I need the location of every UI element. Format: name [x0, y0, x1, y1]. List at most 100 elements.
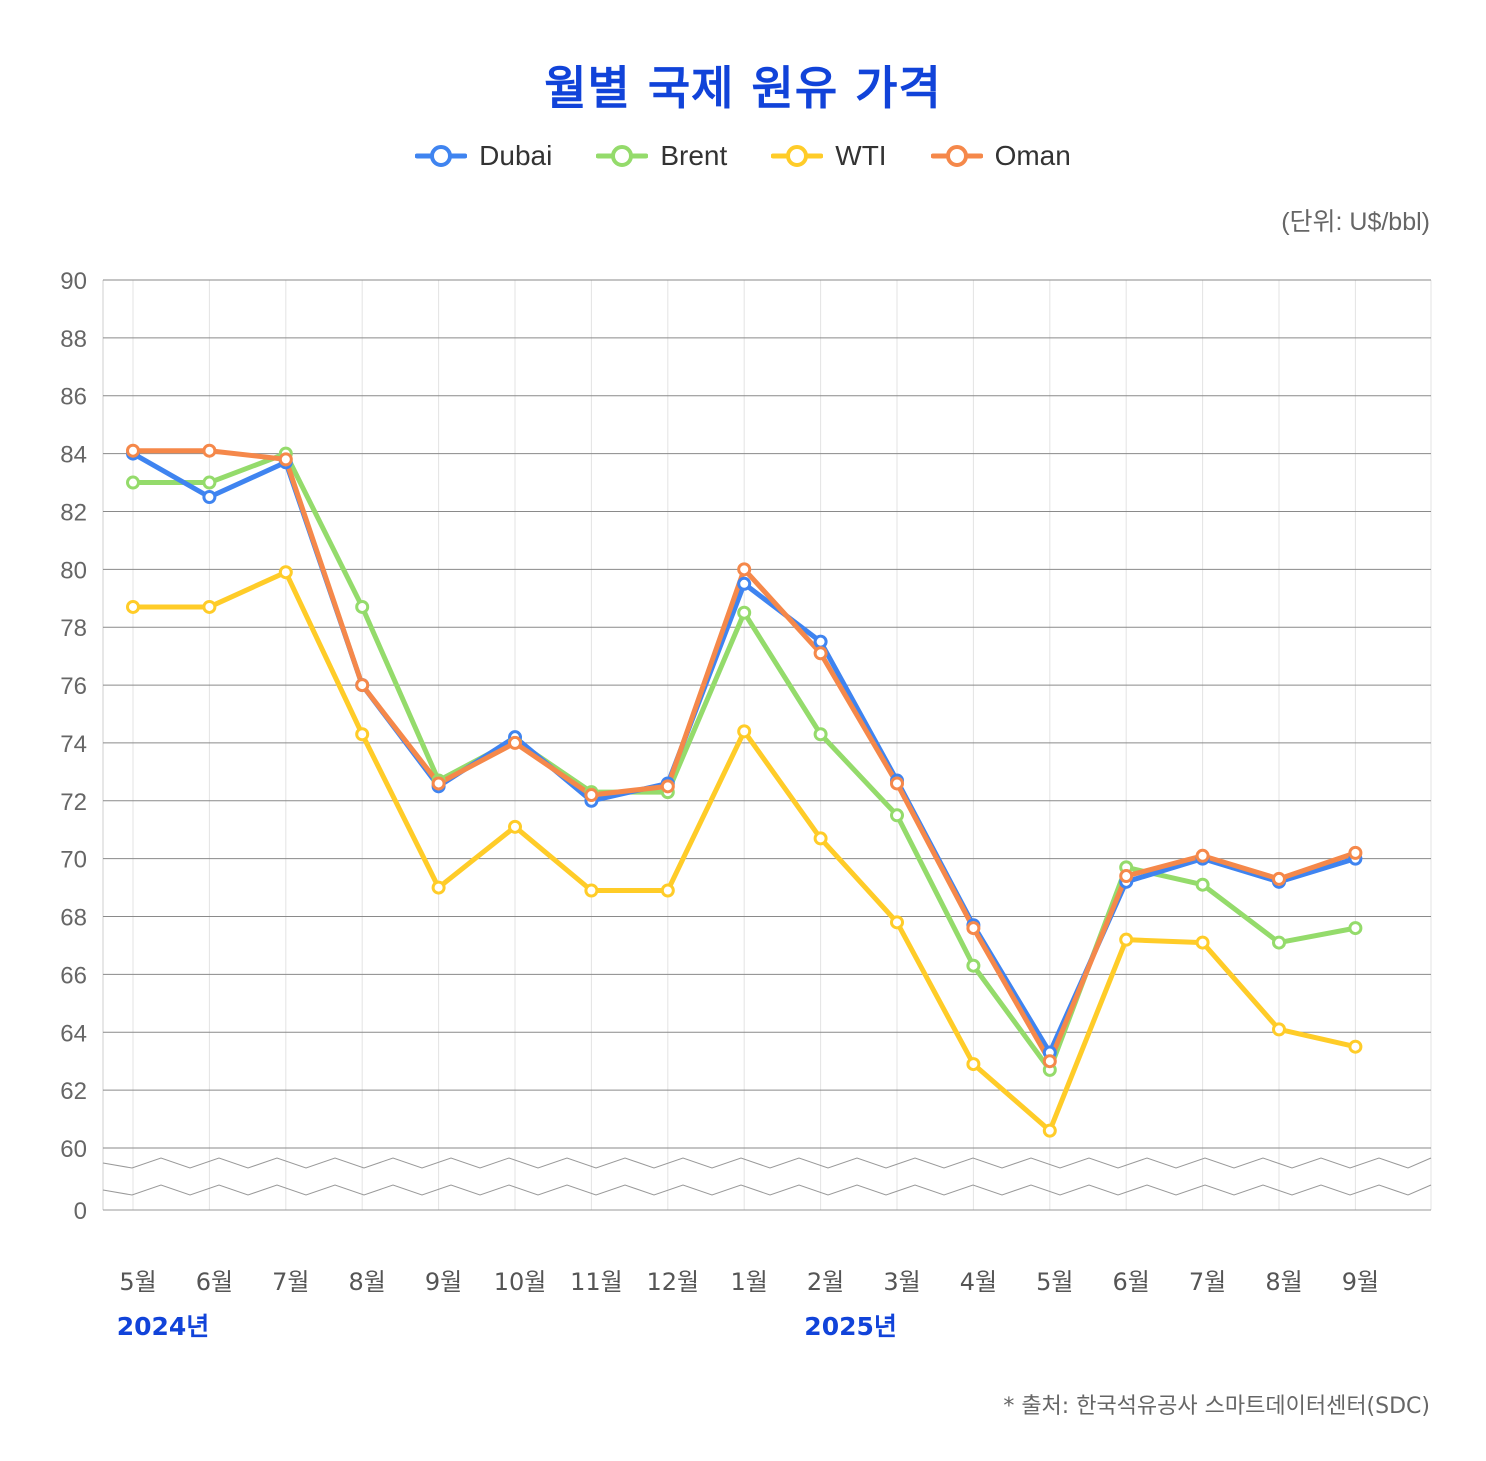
x-tick-label: 11월 — [570, 1268, 623, 1296]
unit-label: (단위: U$/bbl) — [1281, 208, 1430, 236]
axis-break-mark — [102, 1157, 1432, 1169]
data-point-oman — [1272, 871, 1286, 886]
chart-title: 월별 국제 원유 가격 — [544, 61, 942, 115]
x-tick-label: 7월 — [272, 1268, 309, 1296]
data-point-oman — [1119, 869, 1134, 884]
x-tick-label: 9월 — [1342, 1268, 1379, 1296]
x-tick-label: 10월 — [494, 1268, 547, 1296]
y-tick-label: 62 — [60, 1078, 87, 1105]
y-tick-label: 82 — [60, 499, 87, 526]
y-tick-label: 90 — [60, 268, 87, 295]
data-point-oman — [737, 562, 752, 577]
x-tick-label: 8월 — [1265, 1268, 1302, 1296]
legend-label-dubai: Dubai — [479, 140, 553, 171]
data-point-dubai — [813, 634, 828, 649]
data-point-brent — [737, 605, 752, 620]
x-tick-label: 9월 — [425, 1268, 462, 1296]
data-point-wti — [1119, 932, 1134, 947]
data-point-brent — [966, 958, 981, 973]
legend: Dubai Brent WTI Oman — [0, 140, 1486, 172]
data-point-oman — [1348, 845, 1363, 860]
data-point-wti — [1042, 1123, 1057, 1138]
data-point-wti — [202, 599, 217, 614]
data-point-wti — [431, 880, 446, 895]
data-point-wti — [1195, 935, 1210, 950]
legend-label-oman: Oman — [994, 140, 1071, 171]
data-point-oman — [966, 921, 981, 936]
data-point-oman — [660, 779, 675, 794]
data-point-brent — [1348, 921, 1363, 936]
data-point-brent — [1195, 877, 1210, 892]
data-point-wti — [508, 819, 522, 834]
data-point-wti — [126, 599, 140, 614]
data-point-oman — [1195, 848, 1210, 863]
data-point-wti — [660, 883, 675, 898]
data-point-wti — [584, 883, 599, 898]
y-tick-label: 68 — [60, 905, 87, 932]
data-point-wti — [1348, 1039, 1363, 1054]
axis-break-mark — [102, 1184, 1432, 1196]
legend-label-wti: WTI — [835, 140, 887, 171]
x-tick-label: 8월 — [349, 1268, 386, 1296]
data-point-dubai — [202, 490, 217, 504]
x-tick-label: 6월 — [1113, 1268, 1150, 1296]
data-point-brent — [126, 475, 140, 490]
legend-item-wti: WTI — [771, 140, 887, 172]
data-point-oman — [431, 776, 446, 791]
y-tick-label: 70 — [60, 847, 87, 874]
y-tick-label: 88 — [60, 326, 87, 353]
data-point-brent — [890, 808, 904, 823]
y-tick-label: 84 — [60, 442, 87, 469]
data-point-wti — [737, 724, 752, 739]
y-tick-label: 76 — [60, 673, 87, 700]
x-tick-label: 1월 — [731, 1268, 768, 1296]
data-point-oman — [890, 776, 904, 791]
legend-item-dubai: Dubai — [415, 140, 552, 172]
source-note: * 출처: 한국석유공사 스마트데이터센터(SDC) — [1003, 1394, 1430, 1419]
data-point-brent — [1272, 935, 1286, 950]
data-point-oman — [202, 443, 217, 458]
data-point-wti — [355, 727, 370, 742]
data-point-wti — [813, 831, 828, 846]
data-point-brent — [202, 475, 217, 490]
year-label: 2025년 — [804, 1312, 897, 1341]
y-tick-label: 78 — [60, 615, 87, 642]
x-tick-label: 12월 — [646, 1268, 699, 1296]
x-tick-label: 2월 — [807, 1268, 844, 1296]
y-tick-label: 86 — [60, 384, 87, 411]
data-point-wti — [1272, 1022, 1286, 1037]
data-point-dubai — [737, 576, 752, 591]
data-point-oman — [126, 443, 140, 458]
legend-label-brent: Brent — [660, 140, 728, 171]
y-tick-label: 60 — [60, 1136, 87, 1163]
x-tick-label: 6월 — [196, 1268, 233, 1296]
x-tick-label: 5월 — [119, 1268, 156, 1296]
data-point-oman — [355, 678, 370, 693]
x-tick-label: 5월 — [1036, 1268, 1073, 1296]
legend-marker-brent — [596, 145, 649, 167]
y-tick-label: 74 — [60, 731, 87, 758]
data-point-oman — [813, 646, 828, 661]
legend-marker-oman — [930, 145, 983, 167]
data-point-oman — [1042, 1054, 1057, 1069]
data-point-wti — [890, 915, 904, 930]
y-tick-label: 0 — [74, 1198, 87, 1225]
legend-marker-dubai — [415, 145, 468, 167]
x-tick-label: 3월 — [883, 1268, 920, 1296]
y-tick-label: 66 — [60, 962, 87, 989]
legend-item-brent: Brent — [596, 140, 727, 172]
data-point-oman — [508, 735, 522, 750]
x-tick-label: 7월 — [1189, 1268, 1226, 1296]
x-tick-label: 4월 — [960, 1268, 997, 1296]
data-point-wti — [966, 1057, 981, 1072]
legend-item-oman: Oman — [930, 140, 1071, 172]
data-point-oman — [584, 788, 599, 803]
data-point-wti — [278, 565, 293, 580]
year-label: 2024년 — [117, 1312, 210, 1341]
legend-marker-wti — [771, 145, 824, 167]
y-tick-label: 72 — [60, 789, 87, 816]
data-point-brent — [813, 727, 828, 742]
data-point-oman — [278, 452, 293, 467]
data-point-brent — [355, 599, 370, 614]
